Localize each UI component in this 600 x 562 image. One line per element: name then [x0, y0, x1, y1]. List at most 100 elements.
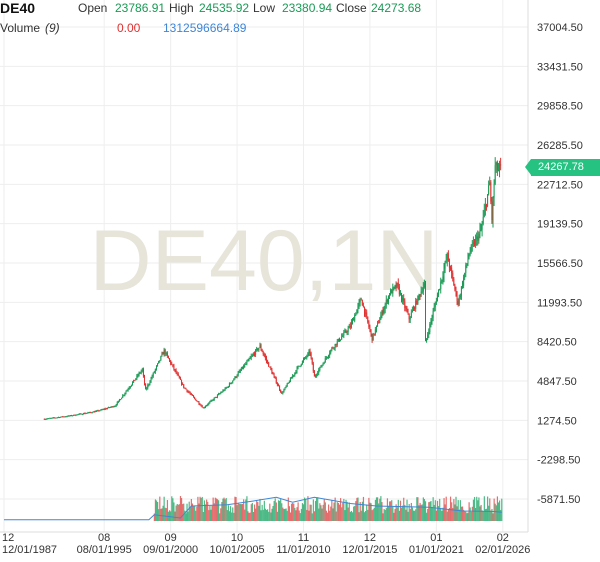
candle-body: [184, 387, 186, 389]
candle-body: [259, 345, 261, 348]
candle-body: [293, 374, 295, 376]
volume-bar: [204, 504, 207, 521]
candle-body: [407, 311, 409, 314]
candle-body: [166, 353, 168, 356]
candle-body: [265, 357, 267, 361]
candle-body: [336, 341, 338, 345]
candle-body: [93, 411, 95, 413]
candle-body: [284, 387, 286, 390]
volume-bar: [153, 513, 155, 521]
candle-body: [395, 285, 397, 288]
candle-body: [231, 382, 233, 384]
candle-body: [419, 295, 421, 297]
candle-body: [420, 291, 422, 296]
candle-body: [373, 333, 375, 335]
volume-bar: [475, 507, 477, 521]
candle-body: [478, 233, 480, 241]
volume-bar: [403, 497, 405, 521]
candle-body: [203, 407, 205, 409]
volume-bar: [308, 510, 310, 521]
candle-body: [403, 298, 405, 302]
candle-body: [357, 305, 359, 310]
volume-bar: [306, 509, 308, 521]
candle-body: [455, 289, 457, 293]
volume-bar: [460, 506, 463, 521]
candle-body: [232, 380, 234, 383]
candle-body: [75, 415, 77, 417]
volume-bar: [390, 501, 392, 521]
volume-bar: [309, 504, 311, 521]
x-tick-date-label: 01/01/2021: [409, 544, 464, 556]
volume-bar: [501, 498, 503, 521]
volume-bar: [247, 511, 249, 521]
candle-body: [213, 397, 215, 400]
candle-body: [445, 260, 447, 262]
candle-body: [461, 285, 463, 287]
candle-body: [322, 363, 324, 365]
candle-body: [249, 357, 251, 360]
candle-body: [245, 363, 247, 365]
candle-body: [182, 383, 184, 385]
candle-body: [104, 408, 106, 410]
candle-body: [191, 394, 193, 396]
volume-bar: [289, 512, 292, 521]
volume-bar: [337, 502, 340, 521]
candle-body: [77, 414, 79, 416]
candle-body: [90, 412, 92, 414]
volume-bar: [473, 496, 476, 521]
volume-bar: [363, 512, 366, 521]
candle-body: [375, 325, 377, 330]
candle-body: [51, 417, 53, 419]
candle-body: [408, 313, 410, 320]
volume-bar: [399, 500, 402, 521]
candle-body: [114, 406, 116, 408]
candle-body: [56, 417, 58, 419]
volume-bar: [166, 500, 169, 521]
candle-body: [291, 377, 293, 379]
candle-body: [418, 295, 420, 297]
candle-body: [251, 355, 253, 357]
candle-body: [65, 416, 67, 418]
volume-bar: [305, 499, 307, 521]
candle-body: [387, 295, 389, 302]
candle-body: [155, 365, 157, 369]
volume-bar: [469, 507, 471, 521]
candle-body: [406, 308, 408, 312]
volume-bar: [246, 496, 248, 521]
volume-bar: [269, 503, 271, 521]
candle-body: [219, 393, 221, 395]
candle-body: [378, 322, 380, 324]
candle-body: [82, 413, 84, 415]
candle-body: [109, 407, 111, 409]
candle-body: [473, 242, 475, 246]
candle-body: [333, 347, 335, 349]
candle-body: [227, 386, 229, 388]
volume-bar: [441, 510, 443, 521]
candle-body: [178, 375, 180, 379]
volume-bar: [262, 509, 264, 521]
volume-bar: [264, 508, 267, 521]
candle-body: [481, 223, 483, 230]
volume-bar: [255, 508, 257, 521]
volume-bar: [178, 504, 181, 521]
candle-body: [424, 283, 426, 342]
candle-body: [98, 410, 100, 412]
candle-body: [45, 418, 47, 420]
candle-body: [423, 283, 425, 287]
volume-bar: [174, 511, 176, 521]
candle-body: [283, 389, 285, 393]
x-tick-major-label: 10: [231, 532, 243, 544]
y-tick-label: 8420.50: [537, 337, 577, 349]
volume-bar: [249, 512, 251, 521]
volume-bar: [177, 504, 179, 521]
candle-body: [479, 229, 481, 234]
volume-bar: [452, 507, 454, 521]
candle-body: [177, 373, 179, 376]
volume-bar: [451, 502, 453, 521]
candle-body: [302, 359, 304, 362]
volume-bar: [434, 500, 436, 521]
candle-body: [305, 357, 307, 359]
volume-bar: [165, 508, 167, 521]
